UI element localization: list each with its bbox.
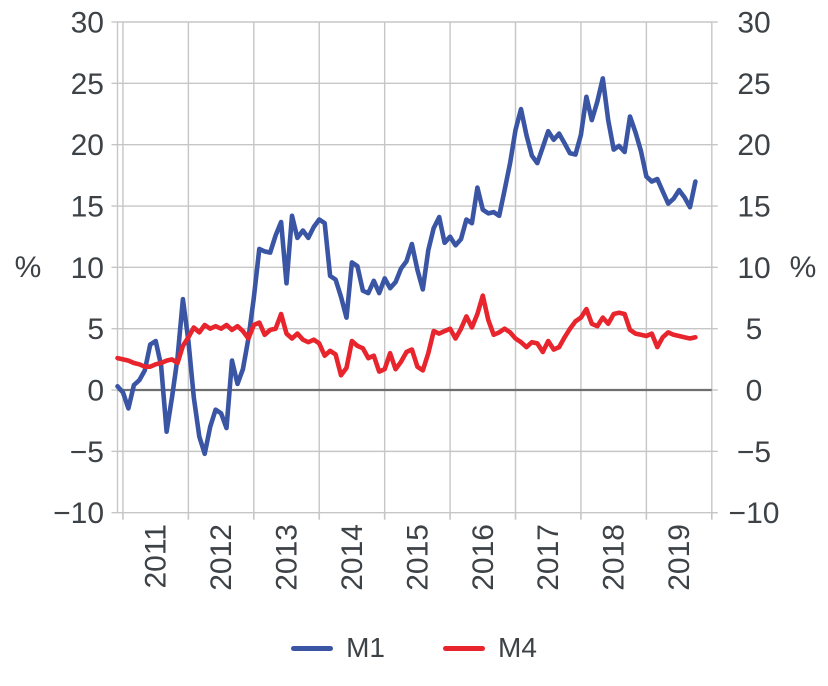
y-tick-label-right: 5: [746, 313, 763, 346]
x-tick-label: 2013: [271, 524, 304, 591]
x-tick-label: 2012: [205, 524, 238, 591]
y-tick-label-right: 25: [737, 68, 770, 101]
y-axis-labels-right: 30 25 20 15 10 5 0 −5 −10: [729, 7, 780, 531]
m4-line-swatch: [443, 645, 485, 651]
y-tick-label-left: 20: [71, 129, 104, 162]
x-tick-label: 2015: [401, 524, 434, 591]
y-tick-label-left: 0: [87, 375, 104, 408]
y-tick-label-left: 30: [71, 7, 104, 40]
y-tick-label-right: −5: [737, 436, 771, 469]
x-axis-labels: 2011 2012 2013 2014 2015 2016 2017 2018 2019: [140, 524, 696, 591]
y-tick-label-right: 30: [737, 7, 770, 40]
data-series: [115, 76, 698, 457]
x-tick-label: 2017: [532, 524, 565, 591]
x-tick-label: 2018: [598, 524, 631, 591]
x-tick-label: 2019: [663, 524, 696, 591]
y-tick-label-left: 5: [87, 313, 104, 346]
y-tick-label-right: 10: [737, 252, 770, 285]
y-tick-label-left: 10: [71, 252, 104, 285]
y-tick-label-right: −10: [729, 497, 780, 530]
x-tick-label: 2011: [140, 524, 173, 589]
m4-legend-label: M4: [498, 632, 537, 663]
y-tick-label-left: 15: [71, 191, 104, 224]
m4-line: [115, 293, 698, 378]
m1-legend-label: M1: [346, 632, 385, 663]
m1-line: [115, 76, 698, 457]
y-tick-label-left: −10: [53, 497, 104, 530]
legend-item-m1: M1: [291, 633, 385, 663]
y-axis-unit-left: %: [14, 251, 42, 284]
y-tick-label-left: −5: [70, 436, 104, 469]
m1-line-swatch: [291, 645, 334, 651]
y-tick-label-right: 15: [737, 191, 770, 224]
y-tick-label-right: 0: [746, 375, 763, 408]
y-tick-label-right: 20: [737, 129, 770, 162]
x-tick-label: 2014: [336, 524, 369, 591]
legend: M1 M4: [0, 626, 828, 670]
legend-item-m4: M4: [443, 633, 537, 663]
y-axis-labels-left: 30 25 20 15 10 5 0 −5 −10: [53, 7, 104, 531]
y-tick-label-left: 25: [71, 68, 104, 101]
tick-marks: [111, 21, 718, 520]
x-tick-label: 2016: [467, 524, 500, 591]
y-axis-unit-right: %: [789, 251, 817, 284]
